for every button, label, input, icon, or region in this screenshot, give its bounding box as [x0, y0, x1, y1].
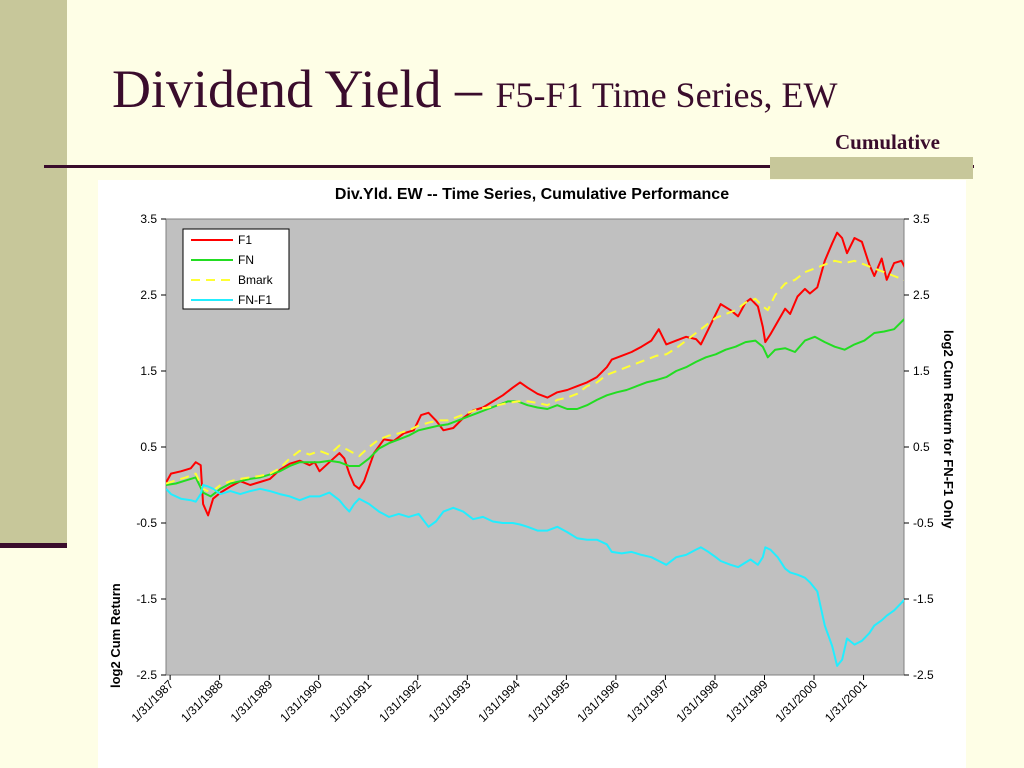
- y-tick-label-right: 3.5: [913, 212, 930, 226]
- y-tick-label-left: 2.5: [140, 288, 157, 302]
- legend-label-fn: FN: [238, 253, 254, 267]
- title-rule: [44, 165, 974, 168]
- x-tick-label: 1/31/1998: [673, 677, 721, 725]
- y-tick-label-left: 3.5: [140, 212, 157, 226]
- slide-title-rest: F5-F1 Time Series, EW: [495, 75, 838, 115]
- y-tick-label-right: 1.5: [913, 364, 930, 378]
- legend-label-bmark: Bmark: [238, 273, 274, 287]
- x-tick-label: 1/31/2001: [822, 677, 870, 725]
- y-tick-label-right: -2.5: [913, 668, 934, 682]
- y-tick-label-left: 1.5: [140, 364, 157, 378]
- x-tick-label: 1/31/1993: [426, 677, 474, 725]
- slide-title-main: Dividend Yield –: [112, 59, 496, 119]
- legend-label-f1: F1: [238, 233, 252, 247]
- y-tick-label-left: -1.5: [136, 592, 157, 606]
- slide-title: Dividend Yield – F5-F1 Time Series, EW: [112, 62, 838, 116]
- series-line-f1: [166, 231, 904, 517]
- title-rule-accent: [770, 157, 973, 179]
- x-tick-label: 1/31/1988: [178, 677, 226, 725]
- x-tick-label: 1/31/1994: [475, 677, 523, 725]
- series-line-fn-f1: [166, 484, 904, 667]
- legend-label-fn-f1: FN-F1: [238, 293, 272, 307]
- accent-band-rule: [0, 543, 67, 548]
- x-tick-label: 1/31/1995: [525, 677, 573, 725]
- x-tick-label: 1/31/1992: [376, 677, 424, 725]
- chart-title: Div.Yld. EW -- Time Series, Cumulative P…: [334, 186, 730, 203]
- y-tick-label-left: -0.5: [136, 516, 157, 530]
- y-axis-label-left: log2 Cum Return: [108, 583, 123, 688]
- y-tick-label-right: -1.5: [913, 592, 934, 606]
- x-tick-label: 1/31/1990: [277, 677, 325, 725]
- y-tick-label-right: 2.5: [913, 288, 930, 302]
- y-tick-label-left: -2.5: [136, 668, 157, 682]
- x-tick-label: 1/31/1999: [723, 677, 771, 725]
- x-tick-label: 1/31/1991: [327, 677, 375, 725]
- legend-box: [182, 228, 290, 310]
- y-tick-label-right: 0.5: [913, 440, 930, 454]
- x-tick-label: 1/31/2000: [772, 677, 820, 725]
- chart-svg: 3.5 3.5 2.5 2.5 1.5 1.5 0.5 0.5 -0.5 -0.5 -1.5 -1.5…: [129, 212, 934, 725]
- chart-container: Div.Yld. EW -- Time Series, Cumulative P…: [98, 180, 966, 768]
- x-tick-label: 1/31/1997: [624, 677, 672, 725]
- x-tick-label: 1/31/1987: [129, 677, 177, 725]
- series-line-fn: [166, 318, 904, 498]
- x-tick-label: 1/31/1989: [228, 677, 276, 725]
- y-tick-label-left: 0.5: [140, 440, 157, 454]
- y-tick-label-right: -0.5: [913, 516, 934, 530]
- accent-band: [0, 0, 67, 545]
- slide-subtitle: Cumulative: [835, 130, 940, 154]
- y-axis-label-right: log2 Cum Return for FN-F1 Only: [941, 330, 956, 529]
- x-tick-label: 1/31/1996: [574, 677, 622, 725]
